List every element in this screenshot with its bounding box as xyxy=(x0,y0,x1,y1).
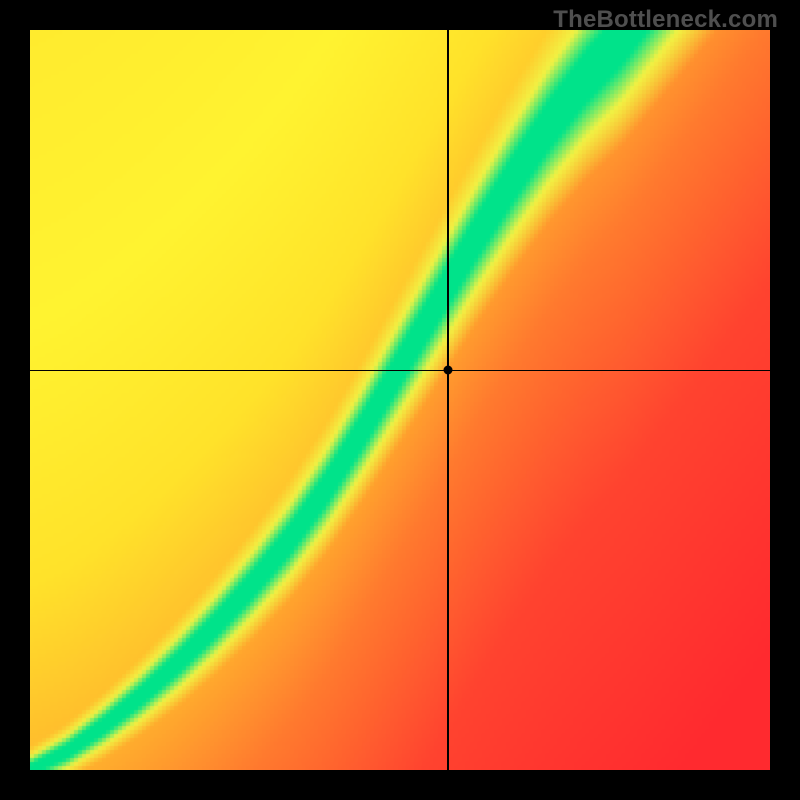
crosshair-vertical xyxy=(447,30,449,770)
heatmap-canvas xyxy=(30,30,770,770)
crosshair-dot xyxy=(444,366,453,375)
chart-frame: TheBottleneck.com xyxy=(0,0,800,800)
crosshair-horizontal xyxy=(30,370,770,372)
plot-area xyxy=(30,30,770,770)
watermark-text: TheBottleneck.com xyxy=(553,6,778,34)
